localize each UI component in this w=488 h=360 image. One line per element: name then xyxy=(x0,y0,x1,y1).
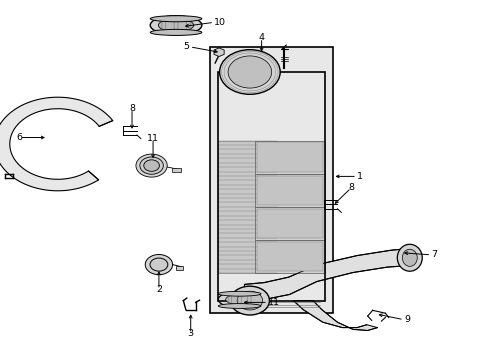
Text: 8: 8 xyxy=(347,184,353,192)
Text: 3: 3 xyxy=(187,329,193,338)
Bar xyxy=(255,240,325,273)
Circle shape xyxy=(150,258,167,271)
Text: 5: 5 xyxy=(183,42,189,51)
Bar xyxy=(217,140,276,273)
Text: 10: 10 xyxy=(214,18,226,27)
Circle shape xyxy=(230,286,269,315)
Bar xyxy=(255,174,325,207)
Text: 4: 4 xyxy=(258,33,264,42)
Text: 1: 1 xyxy=(356,172,362,181)
Text: 11: 11 xyxy=(147,134,159,143)
Text: 7: 7 xyxy=(430,251,436,259)
Circle shape xyxy=(145,255,172,275)
Ellipse shape xyxy=(225,294,253,305)
Text: 11: 11 xyxy=(267,298,280,307)
Ellipse shape xyxy=(150,16,202,35)
Bar xyxy=(175,266,183,270)
Bar xyxy=(257,176,323,205)
Polygon shape xyxy=(293,301,377,330)
Ellipse shape xyxy=(218,303,261,309)
Bar xyxy=(257,242,323,271)
Bar xyxy=(255,207,325,240)
Ellipse shape xyxy=(150,30,202,35)
Bar xyxy=(255,140,325,174)
Polygon shape xyxy=(0,97,113,191)
Circle shape xyxy=(143,160,159,171)
Circle shape xyxy=(227,56,271,88)
Text: 9: 9 xyxy=(403,315,409,324)
Bar xyxy=(257,209,323,238)
Text: 6: 6 xyxy=(17,133,22,142)
Bar xyxy=(257,142,323,172)
Circle shape xyxy=(237,291,262,310)
Ellipse shape xyxy=(218,291,261,296)
Bar xyxy=(172,168,181,172)
Bar xyxy=(217,72,325,301)
Text: 8: 8 xyxy=(129,104,135,113)
Polygon shape xyxy=(244,248,410,301)
Circle shape xyxy=(140,157,163,174)
Ellipse shape xyxy=(396,244,421,271)
Ellipse shape xyxy=(150,16,202,22)
Circle shape xyxy=(136,154,167,177)
Ellipse shape xyxy=(218,291,261,308)
Ellipse shape xyxy=(402,249,416,266)
Circle shape xyxy=(219,50,280,94)
Ellipse shape xyxy=(158,19,193,32)
Bar xyxy=(210,47,332,313)
Text: 2: 2 xyxy=(156,285,162,294)
